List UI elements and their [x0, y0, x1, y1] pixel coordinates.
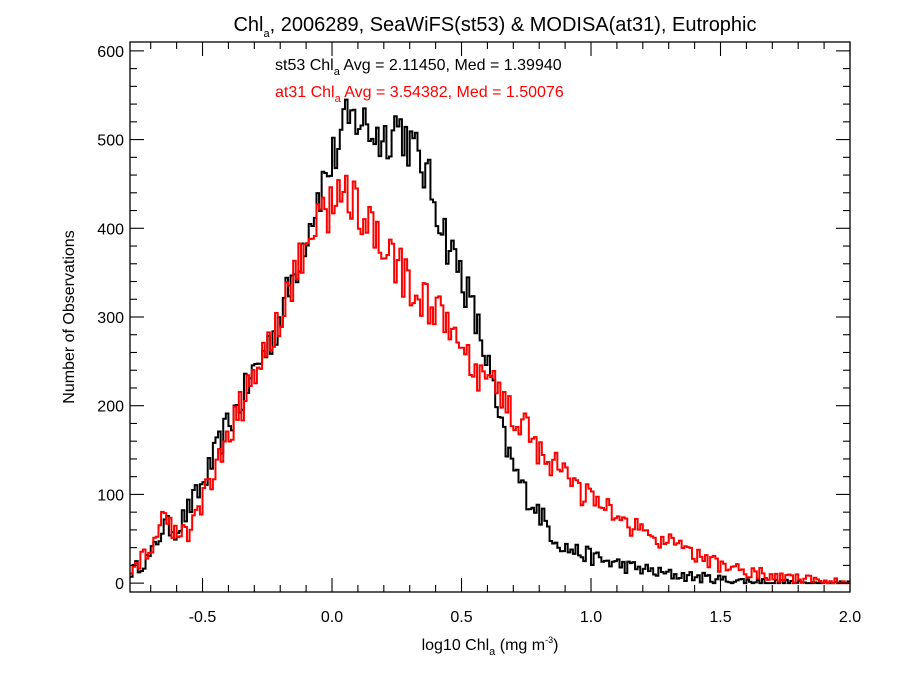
x-tick-label: 0.5 — [450, 609, 472, 626]
y-tick-label: 600 — [97, 44, 124, 61]
series-layer — [130, 98, 850, 585]
at31-annotation: at31 Chla Avg = 3.54382, Med = 1.50076 — [275, 84, 564, 105]
plot-frame — [129, 41, 851, 593]
y-tick-label: 200 — [97, 399, 124, 416]
y-tick-label: 100 — [97, 487, 124, 504]
x-tick-label: 2.0 — [839, 609, 861, 626]
y-tick-label: 0 — [115, 576, 124, 593]
st53-annotation: st53 Chla Avg = 2.11450, Med = 1.39940 — [275, 57, 562, 78]
y-axis-label: Number of Observations — [61, 230, 78, 403]
axis-ticks: -0.5 0.0 0.5 1.0 1.5 2.0 0 100 200 300 400 500 600 — [97, 42, 861, 626]
chart-title: Chla, 2006289, SeaWiFS(st53) & MODISA(at… — [233, 14, 756, 40]
x-tick-label: 1.0 — [580, 609, 602, 626]
y-tick-label: 300 — [97, 310, 124, 327]
x-axis-label: log10 Chla (mg m-3) — [422, 635, 559, 658]
x-tick-label: 0.0 — [321, 609, 343, 626]
y-tick-label: 500 — [97, 133, 124, 150]
histogram-series-1 — [130, 174, 850, 585]
x-tick-label: 1.5 — [709, 609, 731, 626]
y-tick-label: 400 — [97, 221, 124, 238]
x-tick-label: -0.5 — [189, 609, 217, 626]
histogram-series-0 — [130, 98, 850, 585]
